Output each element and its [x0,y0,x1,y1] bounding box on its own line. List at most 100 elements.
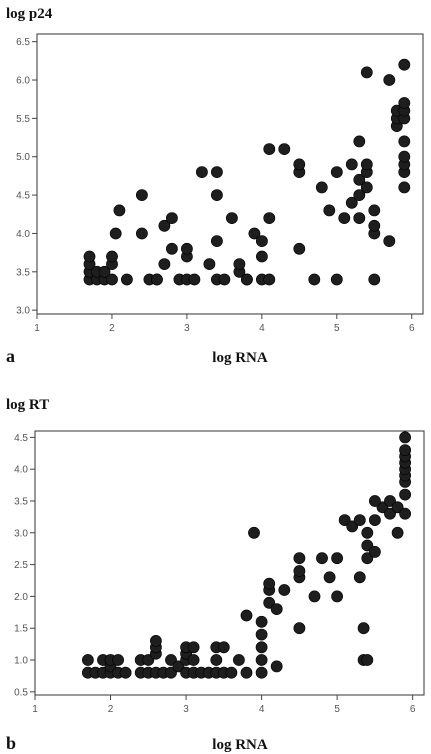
x-axis-label: log RNA [212,350,268,366]
data-point [293,158,306,171]
y-tick-label: 4.0 [14,465,28,476]
data-point [165,212,178,224]
data-point [109,227,122,240]
data-point [398,58,411,71]
data-point [255,654,268,666]
data-point [225,666,238,679]
y-tick-label: 5.5 [16,114,30,125]
data-point [399,431,411,444]
y-axis-label: log p24 [6,6,53,22]
data-point [255,235,268,247]
data-point [331,552,343,565]
data-point [331,590,343,603]
data-point [391,501,404,514]
data-point [368,204,381,217]
x-tick-label: 4 [259,704,265,715]
data-point [240,666,253,679]
data-point [135,227,148,240]
data-point [353,571,366,584]
data-point [172,660,185,673]
y-axis-label: log RT [6,397,49,413]
data-point [330,273,343,286]
x-tick-label: 3 [183,704,189,715]
x-tick-label: 5 [334,704,340,715]
data-point [360,66,373,79]
x-tick-label: 1 [32,704,38,715]
data-point [255,666,268,679]
data-point [293,242,306,255]
data-point [361,539,374,552]
data-point [165,242,178,255]
data-point [368,495,381,507]
y-tick-label: 3.5 [14,496,28,507]
data-point [165,654,177,666]
data-point [263,212,276,224]
y-tick-label: 2.0 [14,592,28,603]
data-point [398,135,411,148]
y-tick-label: 6.5 [16,37,30,48]
data-point [210,166,223,178]
data-point [113,204,126,217]
data-point [293,622,306,635]
data-point [270,603,283,615]
data-point [398,97,411,109]
data-point [384,495,396,507]
y-tick-label: 6.0 [16,76,30,87]
x-tick-label: 5 [334,323,340,334]
x-tick-label: 4 [259,323,265,334]
data-point [225,212,238,224]
data-point [180,242,193,255]
data-point [187,641,200,654]
data-point [384,507,396,520]
data-point [210,235,223,247]
x-tick-label: 6 [410,704,416,715]
data-point [187,654,200,666]
data-point [315,181,328,194]
data-point [217,641,230,654]
data-point [263,143,276,155]
x-axis-label: log RNA [212,737,268,753]
data-point [383,235,396,247]
data-point [233,258,246,270]
data-point [210,189,223,201]
data-point [240,273,253,286]
data-point [360,158,373,171]
data-point [203,258,216,270]
x-tick-label: 3 [184,323,190,334]
data-point [399,507,411,520]
data-point [158,258,171,270]
data-point [240,609,253,622]
data-point [278,143,291,155]
data-point [353,173,366,186]
y-tick-label: 3.0 [16,306,30,317]
panel-label: a [6,346,15,366]
data-point [398,181,411,194]
data-point [278,584,291,596]
data-point [255,628,268,641]
x-tick-label: 6 [409,323,415,334]
data-point [399,488,411,501]
data-point [98,265,111,278]
data-point [323,204,336,217]
data-point [255,250,268,263]
data-point [293,552,306,565]
data-point [293,565,306,577]
data-point [330,166,343,178]
data-point [353,135,366,148]
data-point [368,545,381,558]
data-point [218,273,231,286]
data-point [150,273,163,286]
data-point [316,552,328,565]
data-point [353,189,366,201]
data-point [121,273,133,286]
chart-panel-b: log RT 1 2 3 4 5 6 0.5 1.0 1.5 2.0 2.5 3.0 3.5 4.0 4.5… [0,377,431,754]
y-tick-label: 5.0 [16,152,30,163]
y-tick-label: 0.5 [14,687,28,698]
data-point [345,158,358,171]
data-point [119,666,132,679]
data-point [255,641,268,654]
y-tick-label: 1.5 [14,624,28,635]
scatter-chart-b: log RT 1 2 3 4 5 6 0.5 1.0 1.5 2.0 2.5 3.0 3.5 4.0 4.5… [6,397,425,753]
data-point [255,615,268,628]
scatter-chart-a: log p24 1 2 3 4 5 6 3.0 3.5 4.0 4.5 5.0 5.5 6.0 6.5 a… [6,6,424,366]
